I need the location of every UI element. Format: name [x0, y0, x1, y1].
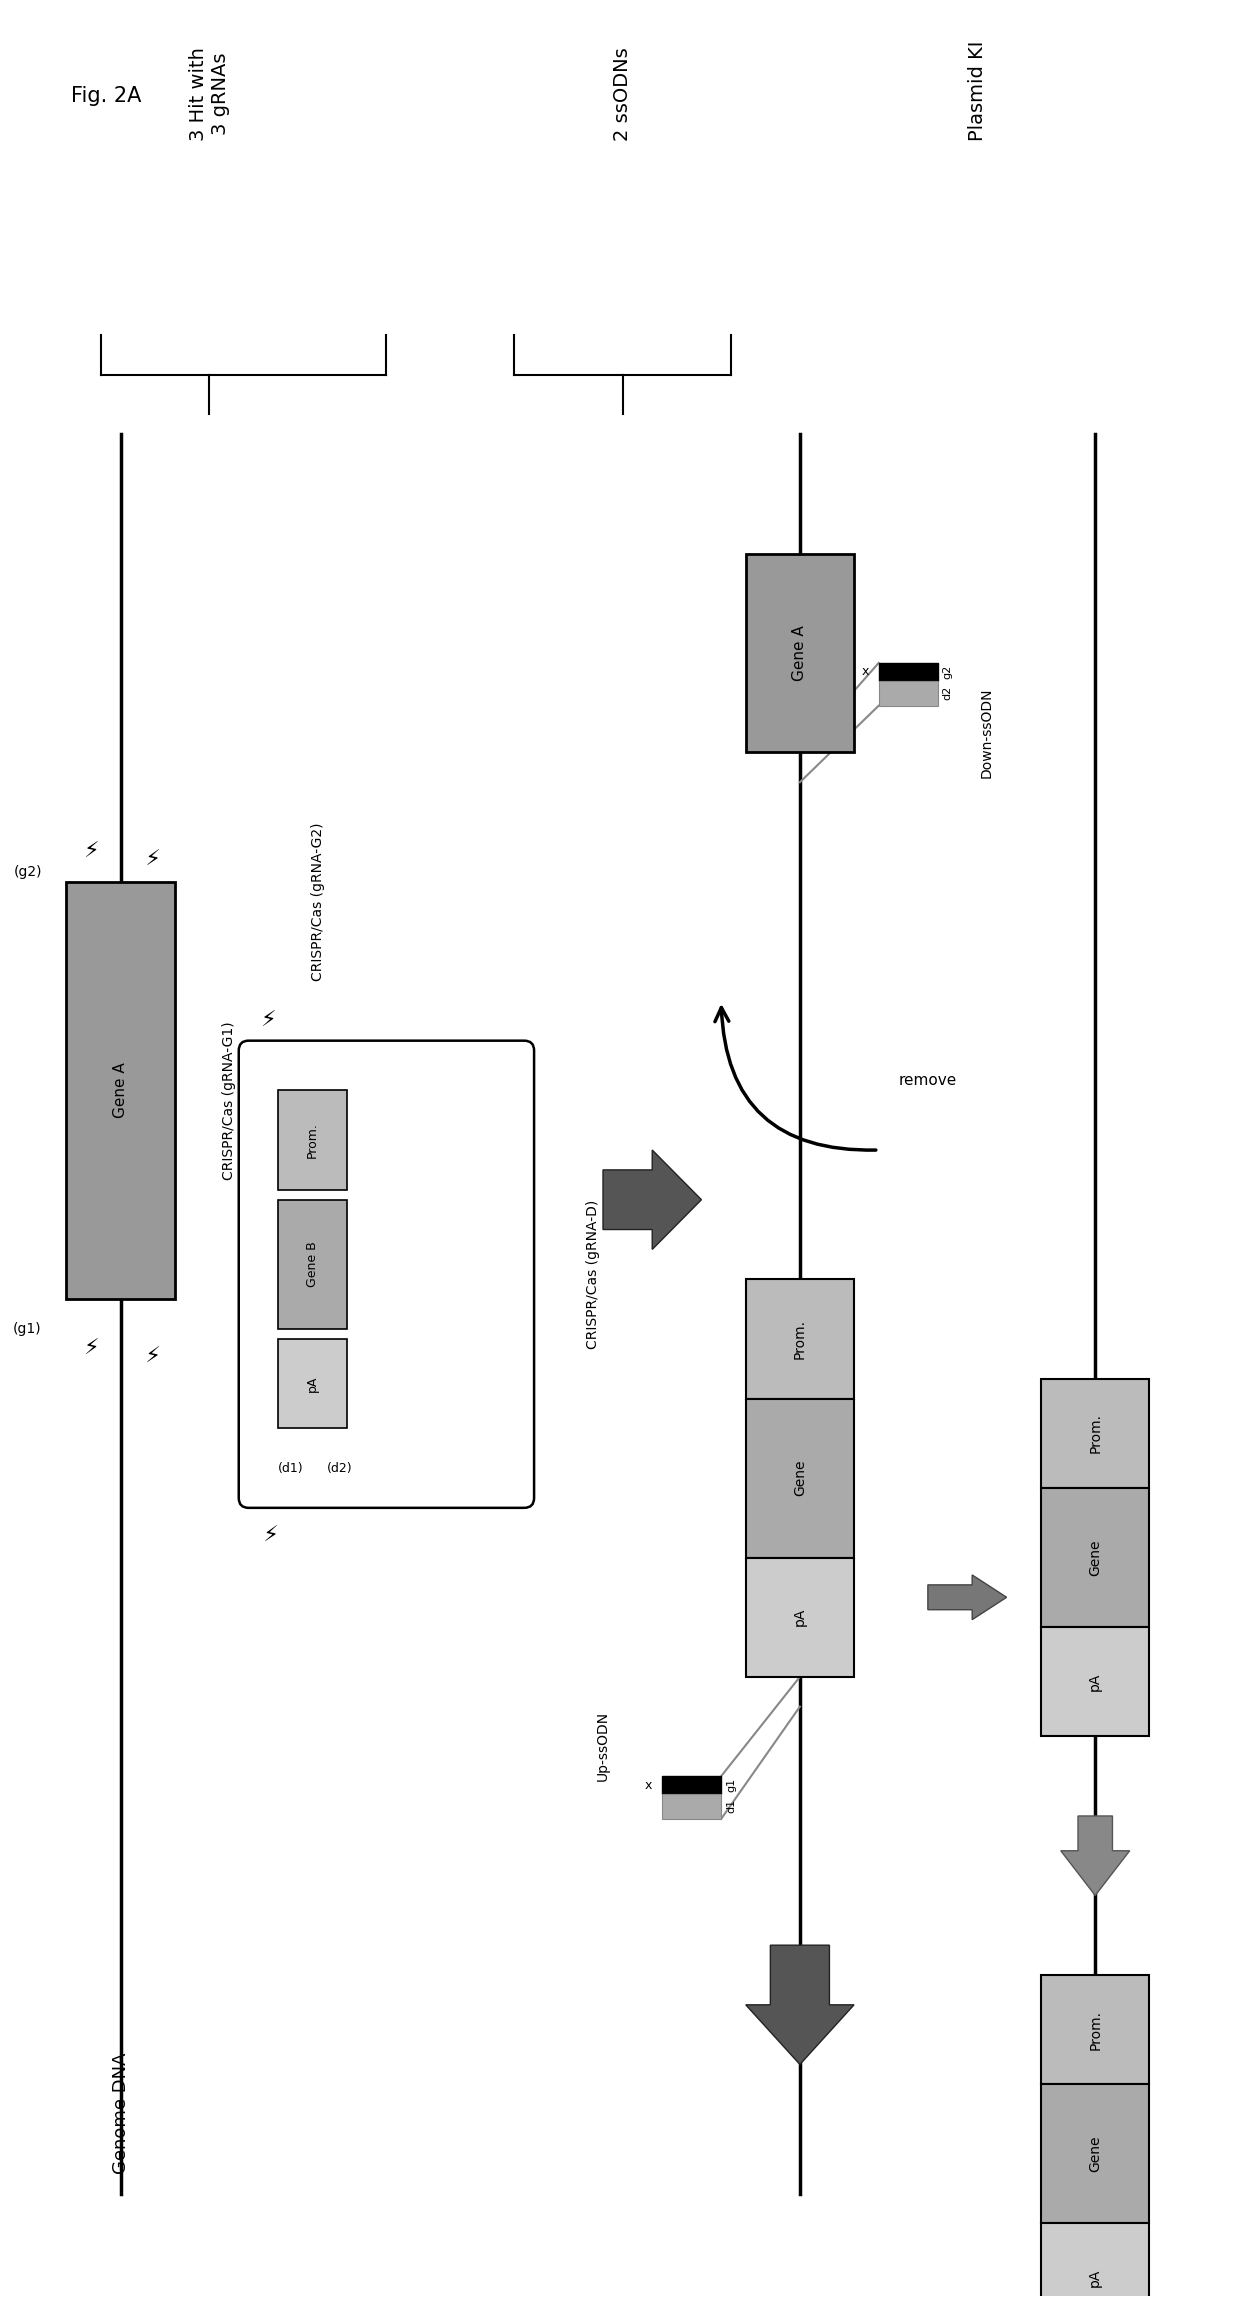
Text: (d2): (d2) [327, 1462, 353, 1474]
Text: Up-ssODN: Up-ssODN [596, 1711, 610, 1783]
FancyArrow shape [928, 1575, 1007, 1619]
FancyArrow shape [603, 1149, 702, 1251]
Bar [278, 1089, 347, 1191]
Text: CRISPR/Cas (gRNA-G2): CRISPR/Cas (gRNA-G2) [310, 822, 325, 981]
Bar [1042, 1488, 1149, 1628]
Text: ⚡: ⚡ [83, 843, 99, 861]
Text: Prom.: Prom. [792, 1320, 807, 1359]
Bar [879, 663, 937, 682]
Text: g2: g2 [942, 666, 952, 679]
Text: Gene: Gene [1089, 1538, 1102, 1575]
Bar [1042, 1976, 1149, 2084]
Text: ⚡: ⚡ [143, 1338, 157, 1359]
Bar [879, 682, 937, 705]
Text: ⚡: ⚡ [143, 843, 157, 861]
Bar [278, 1338, 347, 1428]
Text: (g2): (g2) [14, 864, 42, 880]
Text: Gene A: Gene A [792, 624, 807, 682]
Text: 2 ssODNs: 2 ssODNs [614, 48, 632, 140]
Text: pA: pA [306, 1375, 319, 1391]
Text: ⚡: ⚡ [260, 1011, 277, 1032]
Text: (d1): (d1) [278, 1462, 304, 1474]
Text: Plasmid KI: Plasmid KI [967, 41, 987, 140]
FancyArrow shape [1060, 1817, 1130, 1895]
Text: remove: remove [898, 1073, 956, 1087]
Text: x: x [862, 666, 869, 679]
Bar [1042, 1379, 1149, 1488]
Text: g1: g1 [727, 1778, 737, 1792]
Text: ⚡: ⚡ [83, 1338, 99, 1359]
Text: Fig. 2A: Fig. 2A [72, 88, 141, 106]
Bar [745, 1398, 854, 1557]
Text: Prom.: Prom. [1089, 1414, 1102, 1453]
Bar [1042, 2222, 1149, 2303]
Bar [1042, 2084, 1149, 2222]
Bar [278, 1200, 347, 1329]
Text: d1: d1 [727, 1799, 737, 1812]
Text: pA: pA [1089, 1672, 1102, 1690]
Text: pA: pA [792, 1607, 807, 1626]
FancyArrow shape [745, 1946, 854, 2063]
Text: d2: d2 [942, 686, 952, 700]
Bar [662, 1776, 722, 1794]
Text: 3 Hit with
3 gRNAs: 3 Hit with 3 gRNAs [188, 48, 229, 140]
Text: CRISPR/Cas (gRNA-G1): CRISPR/Cas (gRNA-G1) [222, 1020, 236, 1179]
Text: x: x [645, 1778, 652, 1792]
Bar [745, 1557, 854, 1677]
Bar [662, 1794, 722, 1819]
Text: pA: pA [1089, 2268, 1102, 2287]
Text: Genome DNA: Genome DNA [112, 2052, 130, 2174]
Bar [67, 882, 175, 1299]
Text: CRISPR/Cas (gRNA-D): CRISPR/Cas (gRNA-D) [587, 1200, 600, 1350]
Text: Gene: Gene [1089, 2135, 1102, 2172]
Text: Down-ssODN: Down-ssODN [980, 686, 994, 778]
FancyBboxPatch shape [239, 1041, 534, 1508]
Text: (g1): (g1) [14, 1322, 42, 1336]
Bar [745, 553, 854, 753]
Text: ⚡: ⚡ [260, 1518, 277, 1538]
Text: Prom.: Prom. [1089, 2011, 1102, 2050]
Text: Gene: Gene [792, 1460, 807, 1497]
Text: Gene B: Gene B [306, 1241, 319, 1287]
Text: Gene A: Gene A [113, 1062, 128, 1119]
Bar [745, 1278, 854, 1398]
Bar [1042, 1628, 1149, 1736]
Text: Prom.: Prom. [306, 1122, 319, 1158]
